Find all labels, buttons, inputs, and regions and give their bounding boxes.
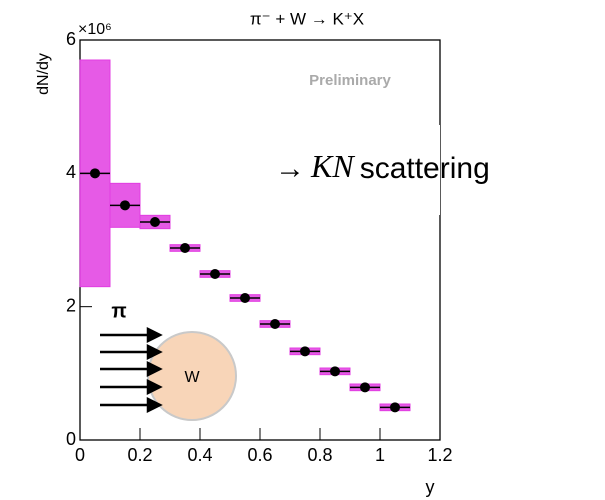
point <box>330 366 340 377</box>
point <box>240 293 250 303</box>
callout-box <box>270 125 440 215</box>
x-tick-label: 1 <box>375 445 385 465</box>
callout-text: scattering <box>360 152 490 185</box>
beam-arrows <box>100 326 163 414</box>
chart-title: π⁻ + W → K⁺X <box>250 9 364 28</box>
point <box>360 382 370 393</box>
x-tick-label: 0.4 <box>187 445 212 465</box>
y-axis-label: dN/dy <box>35 53 52 95</box>
x-tick-label: 0.6 <box>247 445 272 465</box>
x-tick-label: 0.8 <box>307 445 332 465</box>
y-scale-label: ×10⁶ <box>78 21 112 38</box>
point <box>300 346 310 357</box>
target-label: W <box>184 369 200 386</box>
plot-frame <box>79 39 441 441</box>
x-tick-label: 0.2 <box>127 445 152 465</box>
point <box>90 168 100 179</box>
point <box>120 200 130 211</box>
callout-arrow: → <box>275 152 305 185</box>
x-tick-label: 1.2 <box>427 445 452 465</box>
point <box>270 319 280 329</box>
point <box>210 269 220 279</box>
y-tick-label: 6 <box>66 29 76 49</box>
point <box>180 243 190 253</box>
inset-diagram: π W <box>100 300 237 421</box>
x-axis-label: y <box>426 477 435 497</box>
beam-label: π <box>111 300 126 322</box>
point <box>390 402 400 413</box>
y-tick-label: 4 <box>66 162 76 182</box>
y-tick-label: 2 <box>66 295 76 315</box>
x-tick-label: 0 <box>75 445 85 465</box>
watermark: Preliminary <box>309 72 391 89</box>
y-tick-label: 0 <box>66 429 76 449</box>
point <box>150 217 160 227</box>
callout: → KN scattering <box>275 148 490 185</box>
callout-italic: KN <box>310 148 355 184</box>
